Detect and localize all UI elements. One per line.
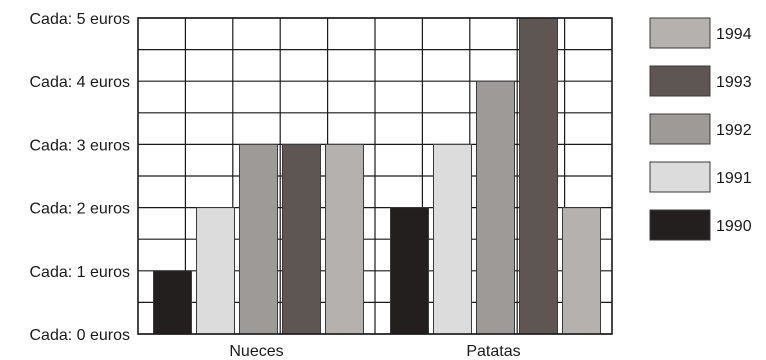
chart-frame [137, 17, 613, 335]
bar-patatas-1994 [562, 207, 601, 335]
legend-label-1990: 1990 [716, 218, 752, 235]
x-axis-labels: Nueces Patatas [229, 343, 520, 360]
y-tick-label: Cada: 4 euros [29, 74, 130, 91]
y-axis-ticks: Cada: 0 euros Cada: 1 euros Cada: 2 euros C… [29, 11, 130, 344]
y-tick-label: Cada: 2 euros [29, 201, 130, 218]
legend-label-1993: 1993 [716, 74, 752, 91]
legend-swatch-1990 [649, 209, 711, 241]
x-category-label: Nueces [229, 343, 283, 360]
chart-bars [153, 17, 601, 335]
y-tick-label: Cada: 0 euros [29, 327, 130, 344]
legend-swatch-1992 [649, 113, 711, 145]
bar-nueces-1992 [239, 143, 278, 335]
legend-swatch-1993 [649, 65, 711, 97]
plot-border [137, 17, 613, 335]
bar-nueces-1993 [282, 143, 321, 335]
y-tick-label: Cada: 3 euros [29, 137, 130, 154]
y-tick-label: Cada: 1 euros [29, 264, 130, 281]
chart-legend: 1994 1993 1992 1991 1990 [649, 17, 752, 241]
bar-nueces-1991 [196, 207, 235, 335]
legend-label-1994: 1994 [716, 26, 752, 43]
bar-nueces-1990 [153, 270, 192, 335]
x-category-label: Patatas [466, 343, 520, 360]
legend-label-1991: 1991 [716, 170, 752, 187]
bar-patatas-1990 [390, 207, 429, 335]
legend-label-1992: 1992 [716, 122, 752, 139]
legend-swatch-1994 [649, 17, 711, 49]
bar-nueces-1994 [325, 143, 364, 335]
bar-patatas-1991 [433, 143, 472, 335]
legend-swatch-1991 [649, 161, 711, 193]
bar-patatas-1993 [519, 17, 558, 335]
y-tick-label: Cada: 5 euros [29, 11, 130, 28]
bar-patatas-1992 [476, 80, 515, 335]
